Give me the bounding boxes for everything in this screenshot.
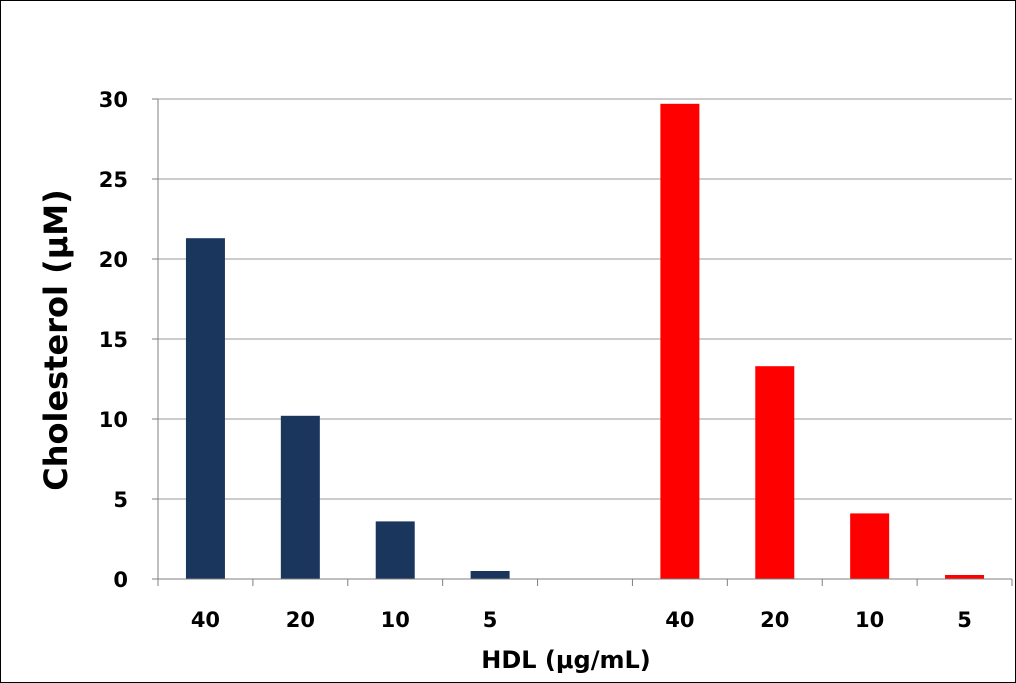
x-tick-label: 5 xyxy=(483,608,498,632)
x-tick-label: 20 xyxy=(286,608,315,632)
y-tick-label: 0 xyxy=(113,568,128,592)
bar xyxy=(945,575,985,579)
y-tick-label: 5 xyxy=(113,488,128,512)
x-tick-label: 40 xyxy=(665,608,694,632)
x-tick-label: 40 xyxy=(191,608,220,632)
x-tick-label: 5 xyxy=(957,608,972,632)
bar xyxy=(375,521,415,579)
x-axis-title: HDL (μg/mL) xyxy=(481,646,651,674)
bar xyxy=(660,103,700,580)
bar xyxy=(470,571,510,579)
x-tick-label: 10 xyxy=(381,608,410,632)
x-tick-labels: 40 20 10 5 40 20 10 5 xyxy=(191,608,972,632)
y-tick-label: 30 xyxy=(99,88,128,112)
bar xyxy=(850,513,890,579)
x-tick-label: 10 xyxy=(855,608,884,632)
y-axis-title: Cholesterol (μM) xyxy=(37,189,75,490)
y-tick-labels: 0 5 10 15 20 25 30 xyxy=(99,88,128,592)
axes xyxy=(152,98,1013,586)
bar xyxy=(755,366,795,579)
y-tick-label: 25 xyxy=(99,168,128,192)
x-tick-label: 20 xyxy=(760,608,789,632)
y-tick-label: 10 xyxy=(99,408,128,432)
bar xyxy=(185,238,225,579)
bar xyxy=(280,415,320,579)
y-tick-label: 20 xyxy=(99,248,128,272)
bars xyxy=(185,103,985,580)
y-tick-label: 15 xyxy=(99,328,128,352)
